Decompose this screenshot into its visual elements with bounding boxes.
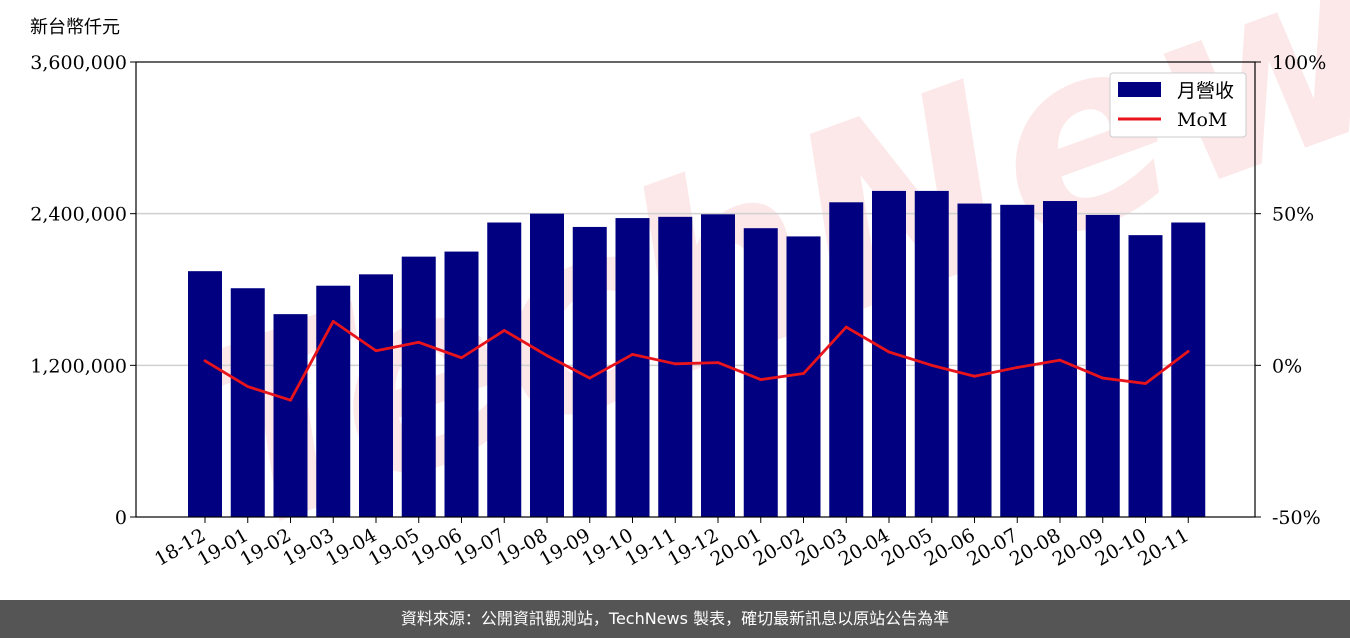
left-tick-label: 0 [115,507,127,529]
left-tick-label: 1,200,000 [30,355,127,377]
legend-label: MoM [1177,109,1227,131]
revenue-bar [786,236,821,517]
mom-point [460,356,463,360]
mom-point [289,398,292,402]
revenue-bar [1000,204,1035,517]
revenue-bar [658,216,693,517]
mom-point [716,361,720,365]
revenue-bar [188,271,222,517]
right-tick-label: 0% [1272,355,1302,377]
mom-point [502,329,506,332]
mom-point [331,319,335,323]
revenue-bar [1171,222,1206,517]
revenue-bar [914,190,949,517]
revenue-bar [701,214,735,517]
x-tick-label: 20-11 [1134,524,1192,570]
mom-point [1144,382,1147,385]
mom-point [673,362,677,366]
revenue-bar [530,213,564,517]
revenue-bar [829,202,864,517]
mom-point [1015,366,1019,369]
mom-point [973,374,976,378]
revenue-bar [444,251,479,518]
mom-point [203,359,207,363]
mom-point [417,340,421,344]
mom-point [1101,376,1105,380]
mom-point [930,363,934,367]
revenue-bar [957,203,992,518]
source-footer: 資料來源：公開資訊觀測站，TechNews 製表，確切最新訊息以原站公告為準 [0,600,1350,638]
revenue-bar [487,222,522,517]
left-tick-label: 3,600,000 [30,52,127,74]
bar-series [188,190,1206,518]
line-series [203,319,1190,402]
revenue-bar [230,288,265,517]
left-tick-label: 2,400,000 [30,204,127,226]
mom-point [588,376,592,380]
plot-frame [135,61,1256,518]
revenue-bar [872,190,906,517]
mom-point [246,385,250,388]
right-tick-label: 100% [1272,52,1326,74]
legend: 月營收 MoM [1109,72,1247,138]
revenue-bar [273,314,308,517]
mom-point [887,350,891,354]
mom-point [802,372,805,375]
mom-point [844,325,848,329]
mom-point [759,378,763,381]
revenue-bar [359,274,393,517]
mom-point [545,354,549,358]
revenue-chart: 0 1,200,000 2,400,000 3,600,000 -50% 0% 50% 100… [30,17,1326,571]
mom-point [631,353,634,356]
right-tick-label: 50% [1272,204,1314,226]
legend-bar-swatch [1118,82,1161,97]
revenue-bar [401,256,436,517]
right-tick-label: -50% [1272,507,1321,529]
mom-point [374,349,378,353]
mom-point [1186,349,1190,353]
mom-point [1058,358,1062,362]
unit-label: 新台幣仟元 [30,17,120,38]
revenue-bar [1085,214,1120,518]
mom-line [204,319,1190,402]
revenue-bar [615,218,650,517]
legend-label: 月營收 [1177,80,1234,102]
revenue-bar [743,228,778,517]
